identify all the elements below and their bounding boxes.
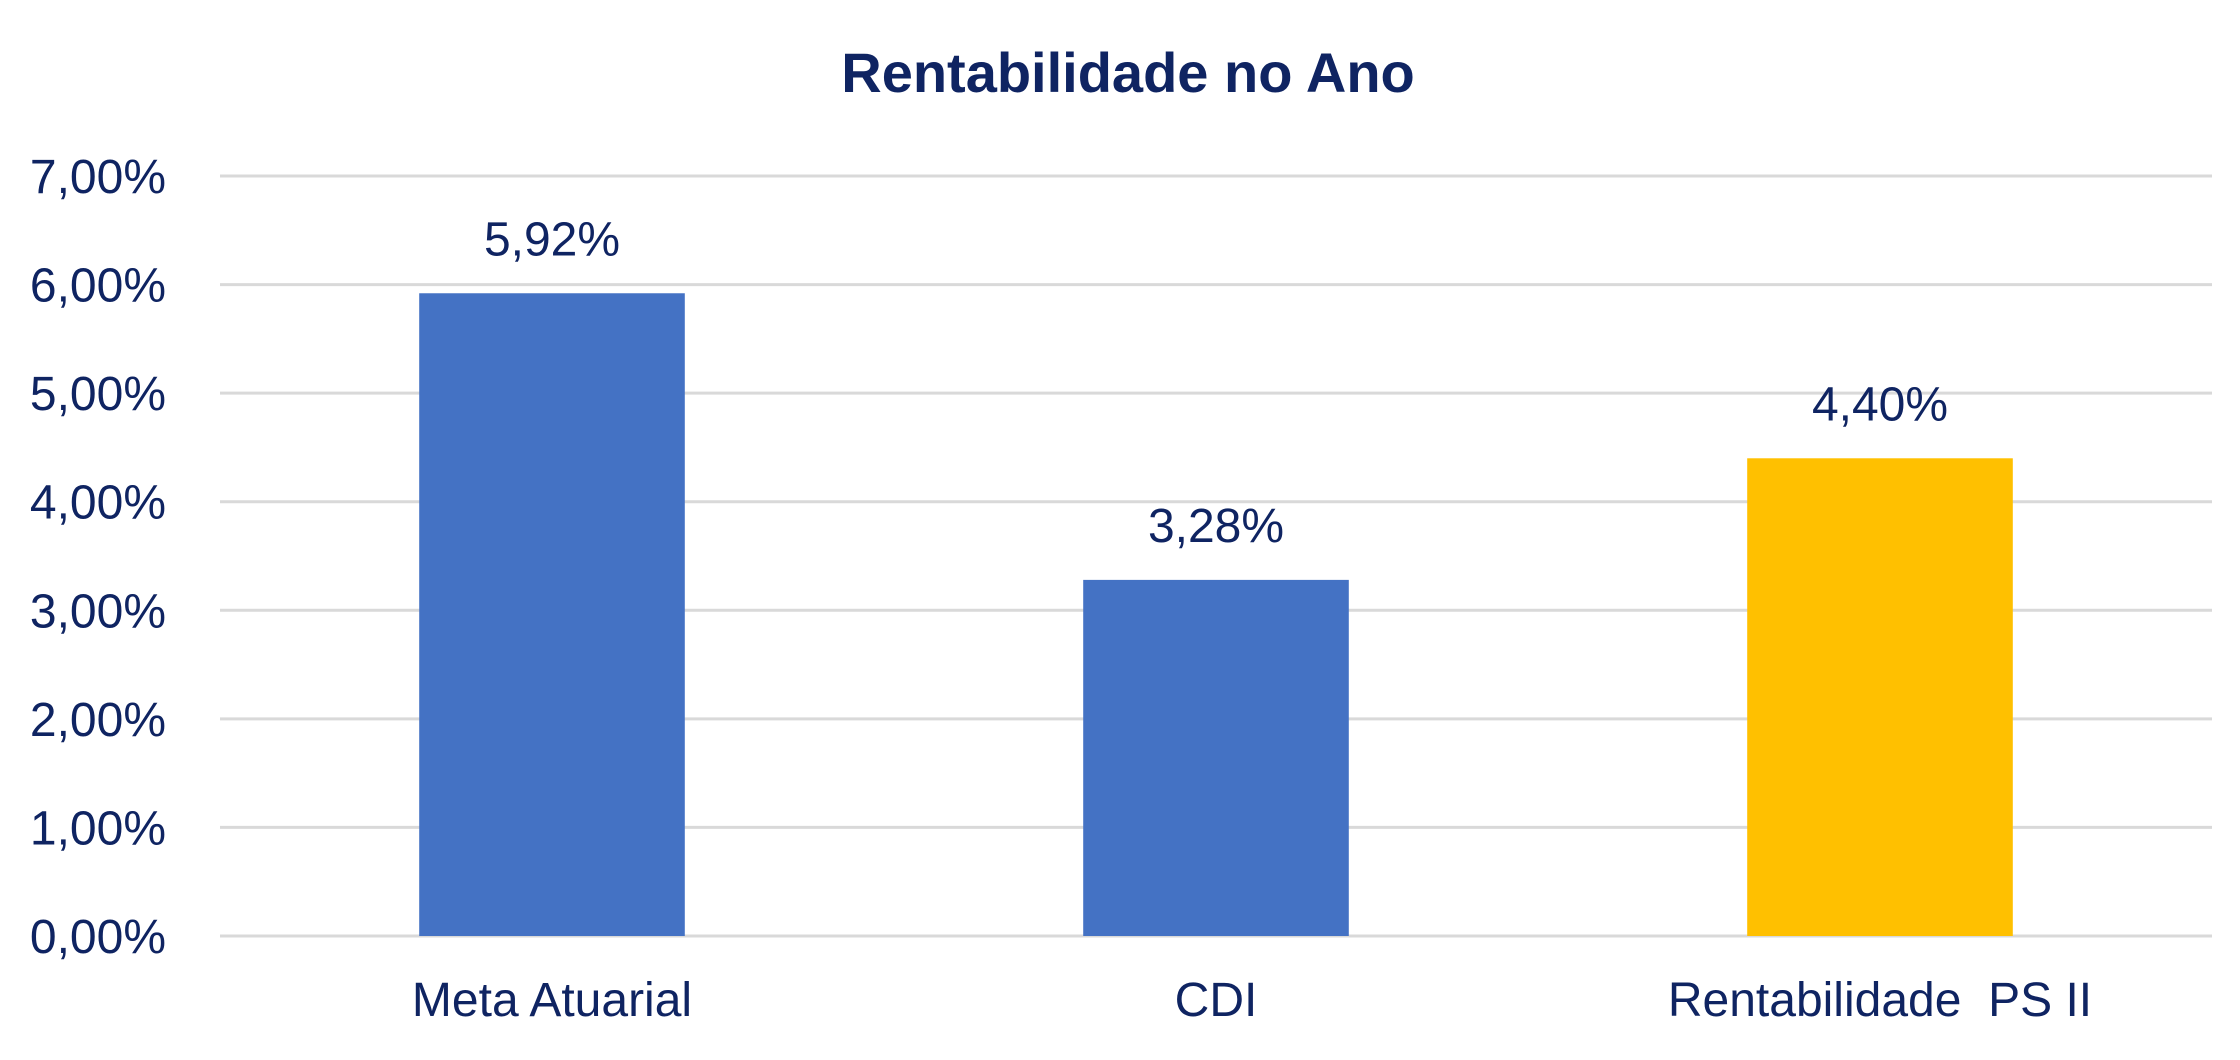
bar-data-label: 5,92% — [484, 213, 620, 266]
y-tick-label: 7,00% — [30, 151, 166, 204]
bar — [419, 293, 685, 936]
bar — [1083, 579, 1349, 936]
x-category-label: CDI — [1175, 974, 1258, 1027]
x-category-label: Meta Atuarial — [412, 974, 692, 1027]
y-tick-label: 2,00% — [30, 694, 166, 747]
bar-data-label: 4,40% — [1812, 378, 1948, 431]
y-tick-label: 0,00% — [30, 911, 166, 964]
x-category-label: Rentabilidade PS II — [1668, 974, 2092, 1027]
y-axis-ticks: 0,00% 1,00% 2,00% 3,00% 4,00% 5,00% 6,00% 7,00% — [30, 151, 166, 964]
y-tick-label: 1,00% — [30, 802, 166, 855]
y-tick-label: 4,00% — [30, 477, 166, 530]
y-tick-label: 3,00% — [30, 585, 166, 638]
bar-data-label: 3,28% — [1148, 500, 1284, 553]
y-tick-label: 5,00% — [30, 368, 166, 421]
data-labels: 5,92% 3,28% 4,40% — [484, 213, 1948, 553]
y-tick-label: 6,00% — [30, 260, 166, 313]
x-axis-categories: Meta Atuarial CDI Rentabilidade PS II — [412, 974, 2092, 1027]
bars — [419, 293, 2013, 936]
bar — [1747, 458, 2013, 936]
chart-title: Rentabilidade no Ano — [841, 41, 1414, 104]
